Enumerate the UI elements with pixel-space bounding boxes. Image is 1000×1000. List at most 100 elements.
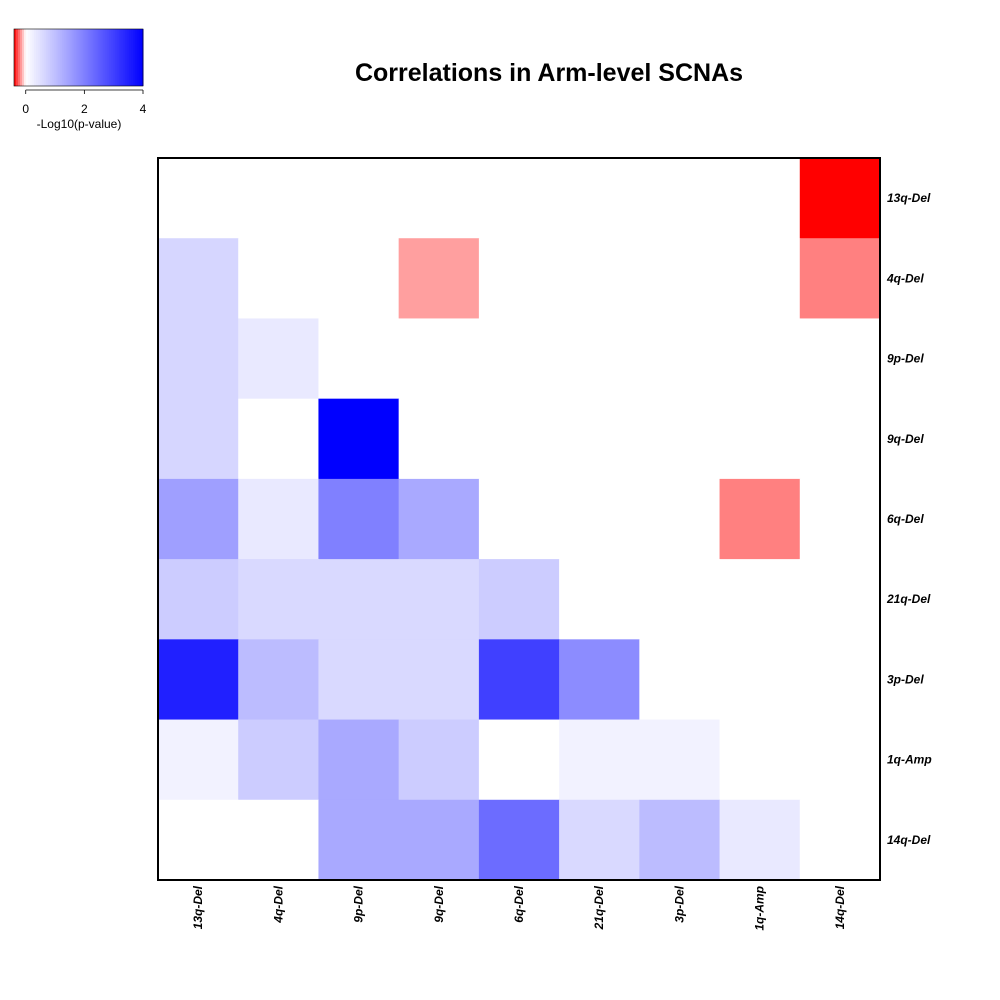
heatmap-cell — [799, 639, 881, 721]
heatmap-cell — [238, 158, 319, 239]
chart-title: Correlations in Arm-level SCNAs — [355, 59, 743, 87]
heatmap-cell — [639, 719, 721, 801]
legend-swatch — [60, 29, 63, 86]
legend-swatch — [96, 29, 100, 86]
legend-swatch — [90, 29, 94, 86]
column-labels: 13q-Del 4q-Del 9p-Del 9q-Del 6q-Del 21q-Del 3p… — [191, 885, 847, 930]
heatmap-cell — [559, 238, 640, 319]
heatmap-cell — [398, 318, 480, 400]
heatmap-cell — [559, 318, 640, 400]
legend-swatch — [72, 29, 75, 86]
legend-swatch — [68, 29, 71, 86]
row-label: 9p-Del — [887, 352, 924, 366]
heatmap-cell — [478, 639, 560, 721]
legend-swatch — [82, 29, 86, 86]
heatmap-cell — [318, 478, 400, 560]
heatmap-cell — [158, 238, 239, 319]
column-label: 9p-Del — [352, 885, 366, 922]
heatmap-cell — [398, 719, 480, 801]
legend-swatch — [26, 29, 29, 86]
heatmap-cell — [398, 238, 480, 319]
legend-swatch — [32, 29, 35, 86]
heatmap-cell — [238, 799, 319, 881]
legend-swatch — [34, 29, 37, 86]
legend-swatch — [54, 29, 57, 86]
legend-swatch — [36, 29, 39, 86]
heatmap-cell — [719, 398, 801, 480]
heatmap-cell — [559, 398, 640, 480]
heatmap-cell — [478, 158, 560, 239]
legend-swatch — [56, 29, 59, 86]
legend-swatch — [118, 29, 122, 86]
heatmap-cell — [799, 478, 881, 560]
legend-swatch — [134, 29, 138, 86]
heatmap-cell — [559, 559, 640, 640]
legend-swatch — [136, 29, 140, 86]
heatmap-cell — [559, 478, 640, 560]
column-label: 14q-Del — [833, 885, 847, 929]
legend-swatch — [80, 29, 84, 86]
heatmap-cell — [158, 478, 239, 560]
heatmap-cells — [158, 158, 881, 881]
plot-border — [157, 157, 881, 881]
row-label: 1q-Amp — [887, 753, 932, 767]
column-label: 9q-Del — [432, 885, 446, 922]
legend-border — [13, 28, 144, 87]
heatmap-cell — [799, 398, 881, 480]
heatmap-cell — [318, 158, 400, 239]
legend-swatch — [62, 29, 65, 86]
heatmap-cell — [318, 238, 400, 319]
legend-swatch — [124, 29, 128, 86]
heatmap-cell — [318, 799, 400, 881]
heatmap-cell — [559, 158, 640, 239]
legend-swatch — [38, 29, 41, 86]
heatmap-cell — [318, 639, 400, 721]
heatmap-cell — [478, 318, 560, 400]
row-label: 13q-Del — [887, 191, 931, 205]
heatmap-cell — [799, 719, 881, 801]
heatmap-cell — [478, 799, 560, 881]
heatmap-cell — [478, 398, 560, 480]
heatmap-cell — [238, 398, 319, 480]
heatmap-cell — [238, 318, 319, 400]
heatmap-cell — [719, 719, 801, 801]
legend-swatch — [112, 29, 116, 86]
heatmap-cell — [398, 158, 480, 239]
heatmap-cell — [639, 799, 721, 881]
legend-swatch — [44, 29, 47, 86]
heatmap-cell — [639, 158, 721, 239]
heatmap-cell — [639, 238, 721, 319]
legend-swatch — [46, 29, 49, 86]
legend-label: -Log10(p-value) — [37, 117, 122, 131]
legend-swatch — [14, 29, 17, 86]
legend-swatch — [28, 29, 31, 86]
legend-swatch — [42, 29, 45, 86]
heatmap-cell — [478, 719, 560, 801]
legend-swatch — [132, 29, 136, 86]
heatmap-cell — [318, 559, 400, 640]
legend-swatch — [130, 29, 134, 86]
heatmap-cell — [158, 318, 239, 400]
heatmap-cell — [158, 559, 239, 640]
column-label: 6q-Del — [512, 885, 526, 922]
legend-swatch — [126, 29, 130, 86]
heatmap-cell — [398, 799, 480, 881]
legend-swatch — [18, 29, 21, 86]
legend-swatch — [128, 29, 132, 86]
column-label: 1q-Amp — [753, 886, 767, 931]
legend-swatch — [92, 29, 96, 86]
legend-swatch — [66, 29, 69, 86]
legend-swatch — [40, 29, 43, 86]
heatmap-cell — [559, 799, 640, 881]
row-label: 3p-Del — [887, 672, 924, 686]
legend-swatch — [100, 29, 104, 86]
legend-swatch — [84, 29, 88, 86]
heatmap-cell — [478, 478, 560, 560]
heatmap-cell — [238, 478, 319, 560]
heatmap-cell — [639, 478, 721, 560]
legend-tick-label: 4 — [140, 102, 147, 116]
heatmap-cell — [398, 478, 480, 560]
heatmap-cell — [158, 158, 239, 239]
legend-swatch — [58, 29, 61, 86]
legend-swatch — [104, 29, 108, 86]
